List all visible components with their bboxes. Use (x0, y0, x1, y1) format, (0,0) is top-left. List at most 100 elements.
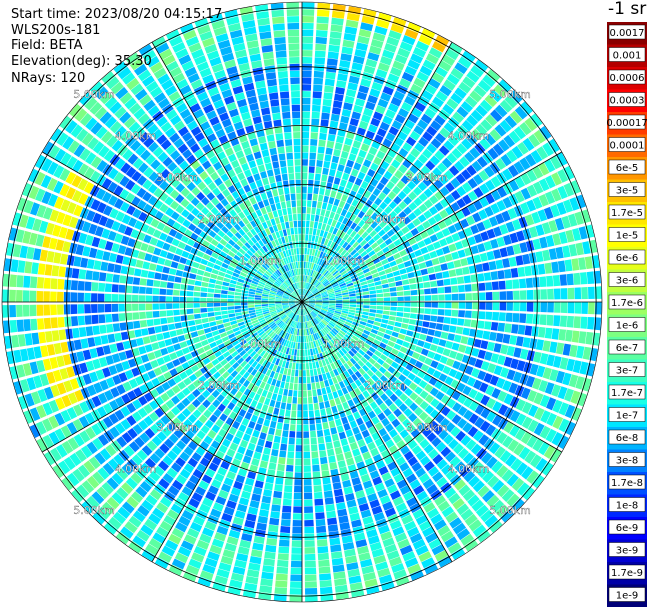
ppi-gate-cell (319, 381, 325, 389)
ppi-gate-cell (271, 240, 277, 248)
ppi-gate-cell (183, 446, 194, 457)
ppi-gate-cell (262, 245, 268, 253)
ppi-gate-cell (394, 275, 402, 282)
ppi-gate-cell (465, 302, 473, 310)
ppi-gate-cell (148, 538, 163, 550)
ppi-gate-cell (391, 563, 405, 573)
ppi-gate-cell (224, 325, 232, 332)
ppi-gate-cell (362, 516, 374, 525)
ppi-gate-cell (445, 302, 452, 309)
ppi-gate-cell (196, 463, 207, 473)
ppi-gate-cell (505, 454, 517, 467)
ppi-gate-cell (44, 264, 53, 276)
ppi-gate-cell (449, 456, 461, 468)
ppi-gate-cell (310, 341, 315, 349)
ppi-gate-cell (118, 245, 127, 255)
ppi-gate-cell (147, 327, 156, 335)
ppi-gate-cell (397, 263, 405, 270)
ppi-gate-cell (275, 304, 282, 307)
ppi-gate-cell (399, 346, 408, 354)
ppi-gate-cell (132, 399, 142, 410)
ppi-gate-cell (347, 568, 360, 578)
ppi-gate-cell (502, 334, 511, 344)
ppi-gate-cell (397, 131, 408, 141)
ppi-gate-cell (121, 432, 133, 444)
ppi-gate-cell (302, 282, 304, 289)
ppi-gate-cell (366, 350, 374, 357)
ppi-gate-cell (556, 342, 565, 355)
ppi-gate-cell (285, 340, 290, 347)
ppi-gate-cell (114, 233, 124, 243)
ppi-gate-cell (354, 193, 363, 201)
ppi-gate-cell (181, 387, 191, 397)
ppi-gate-cell (313, 354, 318, 362)
ppi-gate-cell (404, 231, 414, 240)
ppi-gate-cell (192, 468, 204, 479)
ppi-gate-cell (243, 388, 251, 397)
ppi-gate-cell (306, 328, 309, 336)
ppi-gate-cell (355, 289, 363, 293)
ppi-gate-cell (552, 399, 563, 413)
ppi-gate-cell (452, 360, 461, 370)
ppi-gate-cell (398, 147, 409, 158)
ppi-gate-cell (434, 150, 445, 161)
ppi-gate-cell (110, 387, 120, 398)
ppi-gate-cell (259, 341, 266, 348)
ppi-gate-cell (343, 251, 350, 259)
ppi-gate-cell (395, 502, 408, 513)
ppi-gate-cell (557, 169, 569, 183)
ppi-gate-cell (408, 319, 417, 325)
ppi-gate-cell (50, 304, 57, 316)
ppi-gate-cell (358, 376, 367, 384)
ppi-gate-cell (245, 576, 259, 585)
ppi-gate-cell (213, 99, 225, 109)
ppi-gate-cell (304, 308, 308, 315)
ppi-gate-cell (309, 159, 316, 167)
ppi-gate-cell (268, 234, 274, 242)
ppi-gate-cell (91, 395, 102, 408)
ppi-gate-cell (324, 316, 331, 322)
ppi-gate-cell (211, 268, 219, 275)
ppi-gate-cell (15, 229, 25, 243)
ppi-gate-cell (394, 114, 406, 124)
ppi-gate-cell (384, 238, 393, 246)
ppi-gate-cell (233, 243, 241, 251)
ppi-gate-cell (499, 302, 507, 311)
ppi-gate-cell (293, 356, 297, 363)
ppi-gate-cell (360, 165, 369, 174)
ppi-gate-cell (272, 264, 278, 271)
ppi-gate-cell (403, 312, 411, 318)
ppi-gate-cell (220, 207, 229, 216)
ppi-gate-cell (347, 246, 355, 254)
ppi-gate-cell (417, 339, 425, 347)
ppi-gate-cell (253, 393, 261, 402)
ppi-gate-cell (169, 189, 180, 199)
ppi-gate-cell (322, 105, 331, 114)
ppi-gate-cell (124, 369, 134, 380)
ppi-gate-cell (329, 347, 336, 355)
ppi-gate-cell (357, 359, 365, 367)
ppi-gate-cell (299, 349, 302, 357)
ppi-gate-cell (249, 500, 260, 509)
ppi-gate-cell (209, 341, 217, 349)
ppi-gate-cell (302, 36, 314, 44)
ppi-gate-cell (304, 282, 307, 289)
ppi-gate-cell (543, 206, 554, 220)
ppi-gate-cell (361, 399, 369, 408)
ppi-gate-cell (81, 480, 95, 494)
ppi-gate-cell (345, 211, 352, 219)
ppi-gate-cell (274, 262, 280, 269)
ppi-gate-cell (181, 509, 194, 521)
ppi-gate-cell (472, 302, 479, 310)
ppi-gate-cell (400, 175, 410, 185)
ppi-gate-cell (36, 290, 44, 302)
ppi-gate-cell (249, 312, 256, 316)
ppi-gate-cell (132, 303, 139, 311)
ppi-gate-cell (296, 349, 300, 357)
ppi-gate-cell (365, 199, 373, 208)
ppi-gate-cell (355, 352, 363, 359)
ppi-gate-cell (192, 379, 202, 388)
ppi-gate-cell (519, 313, 527, 324)
ppi-gate-cell (259, 460, 268, 469)
ppi-gate-cell (319, 580, 332, 588)
